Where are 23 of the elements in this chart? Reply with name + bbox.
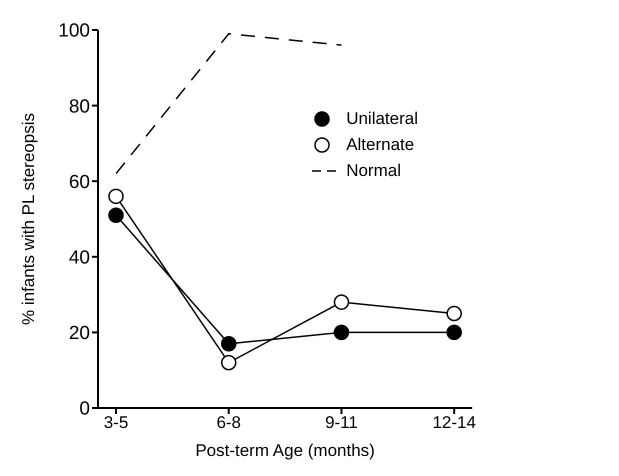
point xyxy=(108,188,124,204)
x-tick-label: 12-14 xyxy=(432,413,476,432)
y-tick-label: 80 xyxy=(68,96,90,118)
y-tick-label: 60 xyxy=(68,172,90,193)
y-axis-title: % infants with PL stereopsis xyxy=(19,113,38,325)
legend-label: Unilateral xyxy=(346,109,418,129)
y-tick-label: 40 xyxy=(68,248,90,269)
point xyxy=(446,324,462,340)
point xyxy=(220,336,236,352)
x-tick-label: 9-11 xyxy=(325,413,358,432)
x-axis-title: Post-term Age (months) xyxy=(195,441,375,460)
x-tick-label: 3-5 xyxy=(104,413,128,432)
legend-label: Alternate xyxy=(346,135,414,155)
point xyxy=(220,354,236,370)
legend-label: Normal xyxy=(346,161,401,181)
point xyxy=(334,324,350,340)
point xyxy=(446,306,462,322)
y-tick-label: 100 xyxy=(58,20,90,42)
point xyxy=(108,207,124,223)
point xyxy=(334,294,350,310)
x-tick-label: 6-8 xyxy=(216,413,242,432)
y-tick-label: 0 xyxy=(79,398,90,420)
y-tick-label: 20 xyxy=(68,323,90,344)
